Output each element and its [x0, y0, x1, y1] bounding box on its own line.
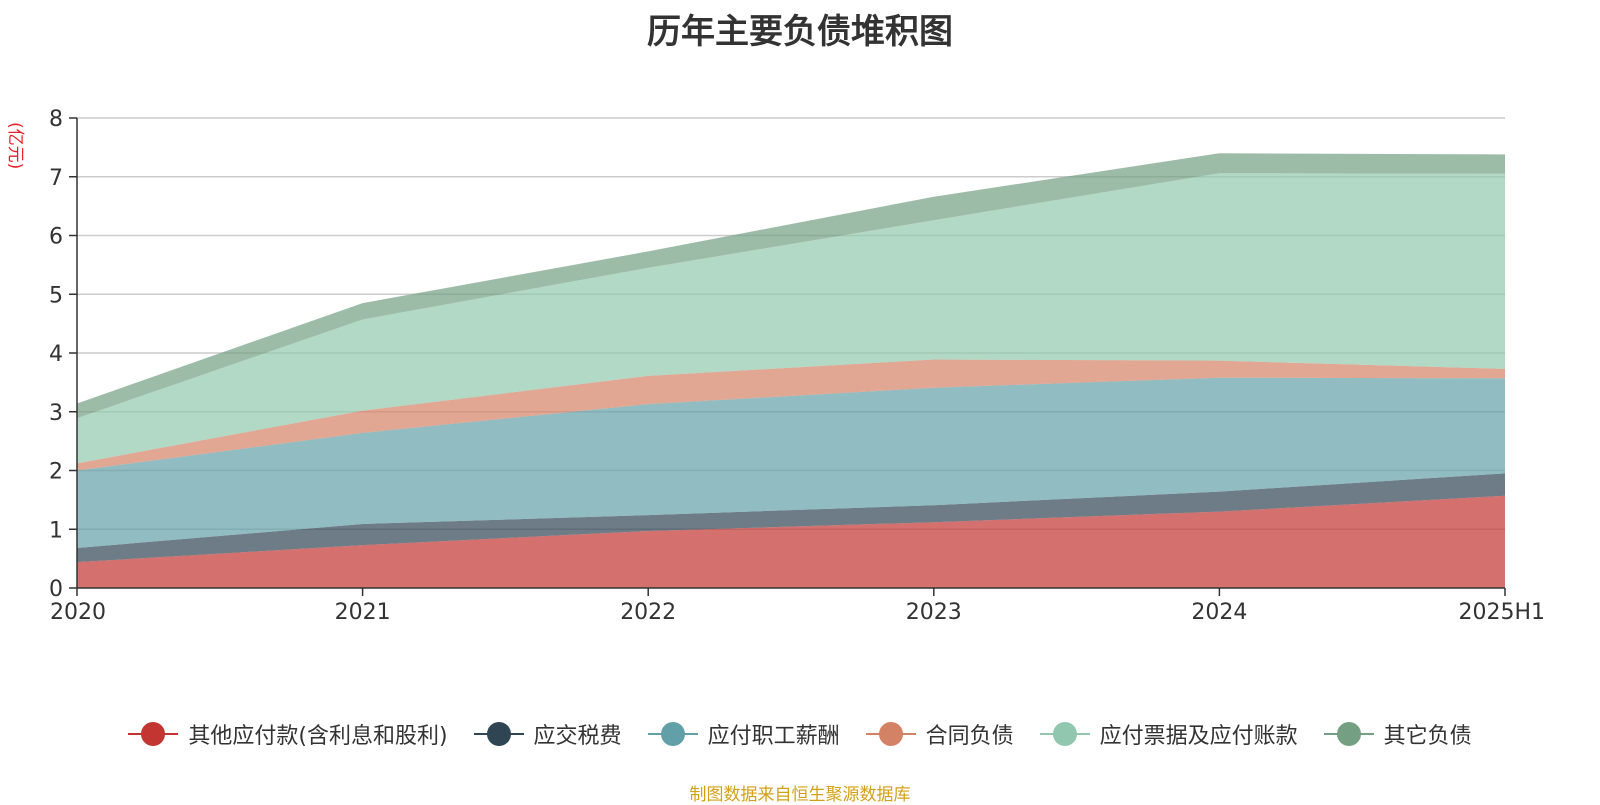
- legend-swatch: [1323, 722, 1374, 746]
- axes: 0 1 2 3 4 5 6 7 8 2020 2021 2022 2023 2024 2025H1: [49, 107, 1545, 625]
- legend-item[interactable]: 应付职工薪酬: [647, 718, 840, 750]
- y-tick-label: 7: [49, 166, 63, 191]
- legend-item[interactable]: 应交税费: [473, 718, 622, 750]
- legend-swatch: [647, 722, 698, 746]
- area-series-应交税费[interactable]: [77, 473, 1505, 563]
- x-tick-label: 2024: [1191, 600, 1247, 625]
- x-tick-label: 2021: [335, 600, 391, 625]
- y-tick-label: 2: [49, 460, 63, 485]
- y-tick-label: 6: [49, 225, 63, 250]
- x-tick-label: 2025H1: [1458, 600, 1545, 625]
- legend: 其他应付款(含利息和股利) 应交税费 应付职工薪酬 合同负债 应付票据及应付账款 其它负债: [0, 718, 1600, 750]
- area-series-应付职工薪酬[interactable]: [77, 377, 1505, 548]
- chart-title: 历年主要负债堆积图: [647, 12, 953, 52]
- y-tick-label: 1: [49, 518, 63, 543]
- legend-label: 其它负债: [1383, 724, 1472, 749]
- legend-label: 其他应付款(含利息和股利): [188, 724, 448, 749]
- legend-swatch: [1039, 722, 1090, 746]
- x-tick-label: 2023: [906, 600, 962, 625]
- legend-label: 应付职工薪酬: [707, 724, 840, 749]
- legend-item[interactable]: 合同负债: [865, 718, 1014, 750]
- x-tick-label: 2020: [50, 600, 106, 625]
- data-source-note: 制图数据来自恒生聚源数据库: [689, 785, 911, 805]
- x-tick-label: 2022: [620, 600, 676, 625]
- legend-label: 合同负债: [925, 724, 1014, 749]
- legend-label: 应交税费: [533, 724, 622, 749]
- y-tick-label: 5: [49, 283, 63, 308]
- area-series: [77, 153, 1505, 588]
- legend-swatch: [128, 722, 179, 746]
- area-series-合同负债[interactable]: [77, 359, 1505, 471]
- y-tick-label: 0: [49, 577, 63, 602]
- legend-swatch: [865, 722, 916, 746]
- legend-item[interactable]: 其他应付款(含利息和股利): [128, 718, 448, 750]
- legend-swatch: [473, 722, 524, 746]
- legend-item[interactable]: 其它负债: [1323, 718, 1472, 750]
- y-tick-label: 8: [49, 107, 63, 132]
- legend-label: 应付票据及应付账款: [1099, 724, 1298, 749]
- y-tick-label: 4: [49, 342, 63, 367]
- area-series-其他应付款(含利息和股利)[interactable]: [77, 495, 1505, 588]
- y-tick-label: 3: [49, 401, 63, 426]
- area-series-应付票据及应付账款[interactable]: [77, 173, 1505, 464]
- legend-item[interactable]: 应付票据及应付账款: [1039, 718, 1298, 750]
